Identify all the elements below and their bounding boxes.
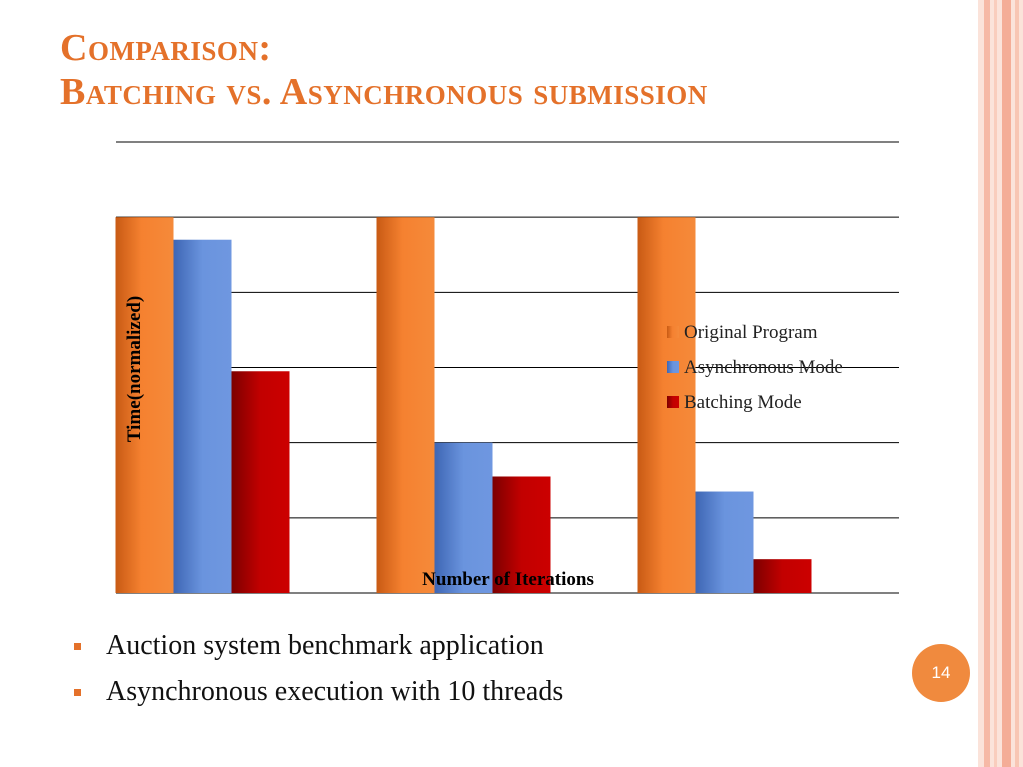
bar-batching-mode-2	[492, 476, 551, 593]
legend: Original Program Asynchronous Mode Batchin…	[667, 322, 843, 413]
x-axis-label: Number of Iterations	[422, 569, 594, 590]
bar-asynchronous-mode-3	[695, 491, 754, 593]
bullet-item: Auction system benchmark application	[74, 626, 563, 672]
slide-title: Comparison: Batching vs. Asynchronous su…	[60, 26, 708, 114]
page-number-badge: 14	[912, 644, 970, 702]
bar-asynchronous-mode-2	[434, 442, 493, 593]
bar-original-program-2	[376, 217, 435, 593]
legend-label: Original Program	[684, 322, 818, 343]
legend-label: Asynchronous Mode	[684, 357, 843, 378]
bar-batching-mode-1	[231, 371, 290, 593]
bars	[115, 217, 812, 593]
bar-original-program-3	[637, 217, 696, 593]
bullet-list: Auction system benchmark application Asy…	[74, 626, 563, 718]
legend-label: Batching Mode	[684, 392, 802, 413]
bullet-text: Auction system benchmark application	[106, 630, 544, 661]
bullet-marker-icon	[74, 643, 81, 650]
bullet-text: Asynchronous execution with 10 threads	[106, 676, 564, 707]
title-line-1: Comparison:	[60, 27, 272, 69]
bullet-marker-icon	[74, 689, 81, 696]
legend-swatch-icon	[667, 396, 679, 408]
decorative-stripes	[978, 0, 1023, 767]
bar-original-program-1	[115, 217, 174, 593]
y-axis-label: Time(normalized)	[124, 296, 145, 442]
title-line-2: Batching vs. Asynchronous submission	[60, 71, 708, 113]
legend-swatch-icon	[667, 326, 679, 338]
bar-batching-mode-3	[753, 559, 812, 593]
bar-asynchronous-mode-1	[173, 239, 232, 593]
legend-swatch-icon	[667, 361, 679, 373]
bullet-item: Asynchronous execution with 10 threads	[74, 672, 563, 718]
